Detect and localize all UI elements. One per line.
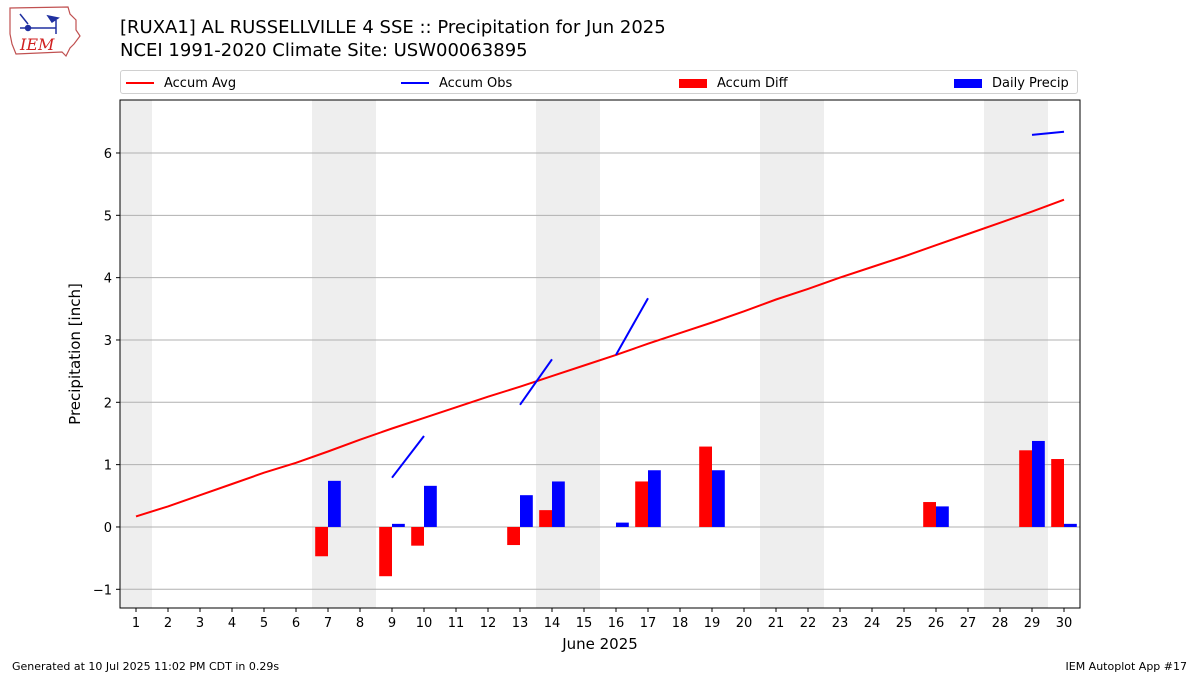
x-tick-label: 12 bbox=[480, 616, 497, 631]
y-tick-label: 3 bbox=[104, 334, 112, 349]
x-axis-label: June 2025 bbox=[561, 635, 638, 653]
accum-diff-bar bbox=[1019, 450, 1032, 527]
y-tick-label: 0 bbox=[104, 521, 112, 536]
legend-item-accum-obs: Accum Obs bbox=[401, 71, 512, 95]
x-tick-label: 18 bbox=[672, 616, 689, 631]
legend-item-accum-avg: Accum Avg bbox=[126, 71, 236, 95]
x-tick-label: 15 bbox=[576, 616, 593, 631]
accum-diff-bar bbox=[315, 526, 328, 557]
weekend-shade bbox=[312, 100, 344, 608]
accum-obs-line bbox=[391, 435, 425, 479]
accum-obs-line bbox=[1031, 130, 1065, 136]
x-tick-label: 30 bbox=[1056, 616, 1073, 631]
weather-station-icon bbox=[19, 13, 60, 34]
accum-avg-line bbox=[135, 198, 1065, 518]
x-tick-label: 13 bbox=[512, 616, 529, 631]
x-tick-label: 8 bbox=[356, 616, 364, 631]
weekend-shade bbox=[568, 100, 600, 608]
legend-item-accum-diff: Accum Diff bbox=[679, 71, 788, 95]
x-tick-label: 25 bbox=[896, 616, 913, 631]
accum-obs-line bbox=[519, 358, 553, 406]
x-tick-label: 11 bbox=[448, 616, 465, 631]
legend-label: Daily Precip bbox=[992, 75, 1069, 91]
legend-label: Accum Obs bbox=[439, 75, 513, 91]
iowa-state-outline-icon bbox=[9, 6, 81, 58]
x-tick-label: 22 bbox=[800, 616, 817, 631]
daily-precip-bar bbox=[392, 523, 405, 527]
x-tick-label: 26 bbox=[928, 616, 945, 631]
app-label: IEM Autoplot App #17 bbox=[1065, 660, 1188, 673]
y-tick-label: −1 bbox=[93, 583, 112, 598]
daily-precip-bar bbox=[648, 470, 661, 527]
generated-timestamp: Generated at 10 Jul 2025 11:02 PM CDT in… bbox=[12, 660, 280, 673]
x-tick-label: 29 bbox=[1024, 616, 1041, 631]
x-tick-label: 20 bbox=[736, 616, 753, 631]
x-tick-label: 21 bbox=[768, 616, 785, 631]
chart-legend: Accum Avg Accum Obs Accum Diff Daily Pre… bbox=[120, 70, 1078, 94]
x-tick-label: 14 bbox=[544, 616, 561, 631]
y-axis-label: Precipitation [inch] bbox=[66, 283, 84, 425]
x-tick-label: 9 bbox=[388, 616, 396, 631]
daily-precip-bar bbox=[936, 506, 949, 527]
weekend-shade bbox=[792, 100, 824, 608]
daily-precip-bar bbox=[1064, 523, 1077, 527]
x-tick-label: 4 bbox=[228, 616, 236, 631]
x-tick-label: 24 bbox=[864, 616, 881, 631]
legend-swatch bbox=[954, 78, 982, 88]
accum-diff-bar bbox=[539, 510, 552, 527]
accum-diff-bar bbox=[923, 502, 936, 527]
daily-precip-bar bbox=[1032, 440, 1045, 527]
weekend-shade bbox=[1016, 100, 1048, 608]
accum-diff-bar bbox=[507, 526, 520, 546]
daily-precip-bar bbox=[616, 522, 629, 527]
daily-precip-bar bbox=[520, 495, 533, 527]
accum-diff-bar bbox=[699, 446, 712, 527]
x-tick-label: 28 bbox=[992, 616, 1009, 631]
weekend-shade bbox=[120, 100, 152, 608]
y-tick-label: 5 bbox=[104, 209, 112, 224]
x-tick-label: 5 bbox=[260, 616, 268, 631]
accum-diff-bar bbox=[379, 526, 392, 577]
legend-item-daily-precip: Daily Precip bbox=[954, 71, 1069, 95]
x-tick-label: 27 bbox=[960, 616, 977, 631]
weekend-shade bbox=[760, 100, 792, 608]
x-tick-label: 3 bbox=[196, 616, 204, 631]
x-tick-label: 10 bbox=[416, 616, 433, 631]
iem-logo: IEM bbox=[9, 6, 81, 58]
plot-frame bbox=[119, 99, 1081, 609]
daily-precip-bar bbox=[328, 480, 341, 527]
x-tick-label: 7 bbox=[324, 616, 332, 631]
legend-swatch bbox=[679, 78, 707, 88]
daily-precip-bar bbox=[712, 470, 725, 527]
x-tick-label: 19 bbox=[704, 616, 721, 631]
chart-subtitle: NCEI 1991-2020 Climate Site: USW00063895 bbox=[120, 40, 528, 61]
weekend-shade bbox=[984, 100, 1016, 608]
daily-precip-bar bbox=[552, 481, 565, 527]
x-tick-label: 23 bbox=[832, 616, 849, 631]
x-tick-label: 17 bbox=[640, 616, 657, 631]
accum-diff-bar bbox=[1051, 459, 1064, 527]
x-tick-label: 1 bbox=[132, 616, 140, 631]
logo-text: IEM bbox=[19, 35, 55, 54]
y-tick-label: 4 bbox=[104, 272, 112, 287]
y-tick-label: 1 bbox=[104, 459, 112, 474]
legend-swatch bbox=[401, 82, 429, 84]
x-tick-label: 16 bbox=[608, 616, 625, 631]
chart-title: [RUXA1] AL RUSSELLVILLE 4 SSE :: Precipi… bbox=[120, 17, 666, 38]
legend-label: Accum Avg bbox=[164, 75, 237, 91]
weekend-shade bbox=[344, 100, 376, 608]
y-tick-label: 2 bbox=[104, 396, 112, 411]
y-tick-label: 6 bbox=[104, 147, 112, 162]
x-tick-label: 6 bbox=[292, 616, 300, 631]
legend-label: Accum Diff bbox=[717, 75, 788, 91]
weekend-shade bbox=[536, 100, 568, 608]
daily-precip-bar bbox=[424, 485, 437, 527]
x-tick-label: 2 bbox=[164, 616, 172, 631]
accum-obs-line bbox=[615, 297, 649, 356]
accum-diff-bar bbox=[411, 526, 424, 546]
legend-swatch bbox=[126, 82, 154, 84]
accum-diff-bar bbox=[635, 481, 648, 527]
